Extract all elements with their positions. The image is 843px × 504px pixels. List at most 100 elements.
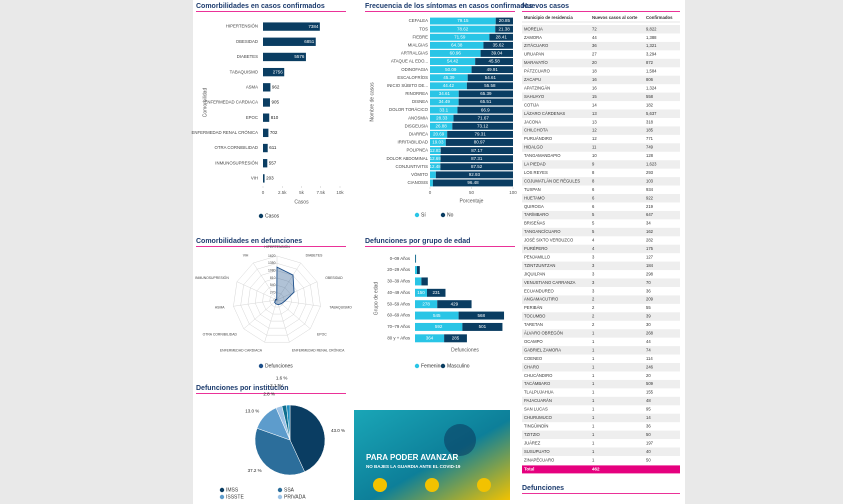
grid-ring [240,263,314,336]
row-shade [522,126,680,135]
slice-label: 1.6 % [276,375,288,380]
table-cell: 1 [592,339,595,344]
category-label: CONJUNTIVITIS [396,164,429,169]
data-label: 65.51 [480,99,492,104]
bar [458,90,513,98]
table-cell: 3 [592,254,595,259]
bar [263,128,269,138]
data-label: 557 [269,160,277,165]
data-label: 20.85 [499,18,511,23]
category-label: DIABETES [237,54,258,59]
legend-swatch [258,213,264,219]
table-cell: 4 [592,246,595,251]
bar [440,163,513,171]
table-cell: PÁTZCUARO [524,69,551,74]
table-cell: 3,294 [646,52,657,57]
category-label: OBESIDAD [236,39,258,44]
table-cell: 50 [646,457,651,462]
bar [415,254,417,263]
table-cell: CHILCHOTA [524,128,548,133]
table-cell: TOCUMBO [524,314,546,319]
category-label: ANOSMIA [408,115,428,120]
table-cell: 48 [646,398,651,403]
table-cell: 246 [646,364,654,369]
table-cell: 185 [646,128,654,133]
table-cell: TARETAN [524,322,543,327]
row-shade [522,227,680,237]
table-cell: 872 [646,60,654,65]
category-label: ESCALOFRÍOS [397,75,428,80]
bar [471,66,513,74]
table-cell: 509 [646,381,654,386]
category-label: VIH [251,176,258,181]
data-label: 64.38 [451,43,463,48]
category-label: DIARREA [409,132,428,137]
table-cell: 16 [592,77,597,82]
r-tick-label: 1350 [268,261,276,265]
category-label: POLIPNEA [407,148,429,153]
axis-label: ENFERMEDAD RENAL CRÓNICA [292,348,345,353]
table-cell: PENJAMILLO [524,254,551,259]
table-cell: 72 [592,26,597,31]
data-label: 12.69 [430,156,442,161]
category-label: 60–69 Años [387,313,410,318]
bar [430,130,448,138]
bar [430,114,454,122]
category-label: ASMA [246,84,258,89]
category-label: ENFERMEDAD RENAL CRÓNICA [192,130,259,135]
bar [440,147,513,155]
table-cell: 3 [592,288,595,293]
data-label: 35.62 [493,43,505,48]
table-cell: TZINTZUNTZAN [524,263,555,268]
legend-swatch [219,487,225,493]
table-cell: 2 [592,297,595,302]
axis-label: INMUNOSUPRESIÓN [195,275,229,280]
table-cell: JOSÉ SIXTO VERDUZCO [524,238,574,243]
table-cell: 155 [646,390,654,395]
bar [263,83,271,92]
table-cell: 9,822 [646,26,657,31]
radar-spoke [236,281,278,301]
banner-figure [444,424,476,456]
table-cell: 8 [592,170,595,175]
data-label: 702 [270,130,278,135]
axis-label: OTRA CORNIBILIDAD [203,333,238,337]
category-label: 20–29 Años [387,267,410,272]
section-title: Comorbilidades en casos confirmados [196,3,325,10]
data-label: 54.61 [485,75,497,80]
table-cell: 219 [646,204,654,209]
bar [467,74,513,82]
slice-label: 43.0 % [331,428,345,433]
table-cell: 128 [646,153,654,158]
table-cell: HUETAMO [524,195,545,200]
grid-ring [262,285,292,315]
legend-label: Defunciones [265,363,293,369]
row-shade [522,278,680,287]
bar [263,67,285,77]
category-label: ARTRALGIAS [401,51,428,56]
axis-label: ENFERMEDAD CARDIACA [220,349,263,353]
table-cell: 1,623 [646,162,657,167]
table-cell: 2 [592,314,595,319]
table-cell: 1 [592,364,595,369]
legend-label: Casos [265,213,280,219]
row-shade [522,363,680,372]
table-cell: 40 [646,449,651,454]
y-axis-label: Nombre de casos [369,82,375,122]
category-label: DOLOR ABDOMINAL [386,156,428,161]
data-label: 60.96 [450,51,462,56]
data-label: 39.04 [491,51,503,56]
table-cell: 20 [646,373,651,378]
bar [415,322,463,331]
total-row [522,465,680,474]
data-label: 34.61 [439,91,451,96]
data-label: 54.42 [447,59,459,64]
bar [430,98,459,106]
table-cell: 1 [592,407,595,412]
radar-spoke [276,262,301,301]
table-cell: URUAPAN [524,52,544,57]
total-cell: 462 [592,467,600,472]
table-cell: SAN LUCAS [524,407,548,412]
table-cell: 103 [646,178,654,183]
data-label: 28.41 [496,34,508,39]
